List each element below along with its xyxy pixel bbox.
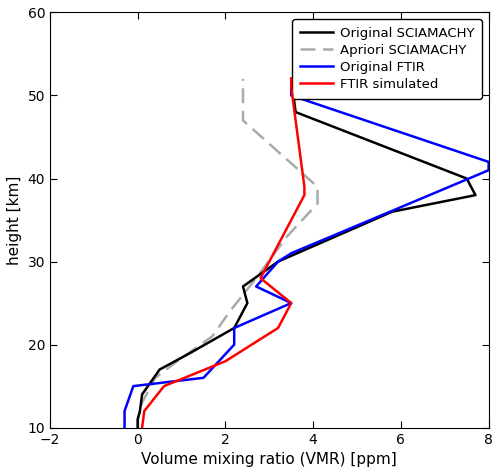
Original SCIAMACHY [472,192,478,198]
FTIR simulated [288,76,294,82]
Original SCIAMACHY [240,283,246,289]
Original SCIAMACHY [292,109,298,115]
FTIR simulated [275,325,281,331]
Original FTIR [231,325,237,331]
Apriori SCIAMACHY [174,358,180,364]
Original SCIAMACHY [275,259,281,264]
Original FTIR [288,300,294,306]
Apriori SCIAMACHY [284,234,290,239]
Original SCIAMACHY [134,417,140,422]
FTIR simulated [222,358,228,364]
Original FTIR [122,408,128,414]
Line: Original FTIR: Original FTIR [124,79,488,428]
Original FTIR [200,375,206,381]
Original SCIAMACHY [156,367,162,373]
Apriori SCIAMACHY [134,417,140,422]
Apriori SCIAMACHY [152,375,158,381]
Original FTIR [288,250,294,256]
Apriori SCIAMACHY [227,309,233,314]
Apriori SCIAMACHY [137,408,143,414]
Apriori SCIAMACHY [139,400,145,406]
Original SCIAMACHY [231,325,237,331]
FTIR simulated [302,184,308,190]
Original FTIR [122,425,128,430]
Original FTIR [486,167,492,173]
FTIR simulated [139,425,145,430]
Original FTIR [486,159,492,165]
Apriori SCIAMACHY [314,184,320,190]
X-axis label: Volume mixing ratio (VMR) [ppm]: Volume mixing ratio (VMR) [ppm] [142,452,397,467]
FTIR simulated [288,300,294,306]
Original SCIAMACHY [244,300,250,306]
Apriori SCIAMACHY [314,201,320,206]
FTIR simulated [142,408,148,414]
Original SCIAMACHY [288,76,294,82]
Apriori SCIAMACHY [253,275,259,281]
Original SCIAMACHY [137,408,143,414]
Line: Apriori SCIAMACHY: Apriori SCIAMACHY [138,79,318,428]
Original SCIAMACHY [139,392,145,397]
Line: Original SCIAMACHY: Original SCIAMACHY [138,79,475,428]
Original SCIAMACHY [236,317,242,322]
Apriori SCIAMACHY [240,292,246,298]
Line: FTIR simulated: FTIR simulated [142,79,304,428]
Original SCIAMACHY [389,209,395,215]
Original FTIR [253,283,259,289]
FTIR simulated [288,84,294,90]
Original SCIAMACHY [464,176,469,182]
Apriori SCIAMACHY [240,118,246,123]
Original FTIR [288,76,294,82]
Original SCIAMACHY [134,425,140,430]
Original FTIR [231,342,237,347]
FTIR simulated [302,192,308,198]
Apriori SCIAMACHY [240,76,246,82]
Legend: Original SCIAMACHY, Apriori SCIAMACHY, Original FTIR, FTIR simulated: Original SCIAMACHY, Apriori SCIAMACHY, O… [292,19,482,99]
FTIR simulated [258,275,264,281]
Y-axis label: height [km]: height [km] [7,175,22,265]
Original FTIR [288,92,294,98]
Apriori SCIAMACHY [210,333,216,339]
Original FTIR [275,259,281,264]
Original FTIR [130,383,136,389]
FTIR simulated [161,383,167,389]
Apriori SCIAMACHY [134,425,140,430]
Original SCIAMACHY [188,350,194,356]
